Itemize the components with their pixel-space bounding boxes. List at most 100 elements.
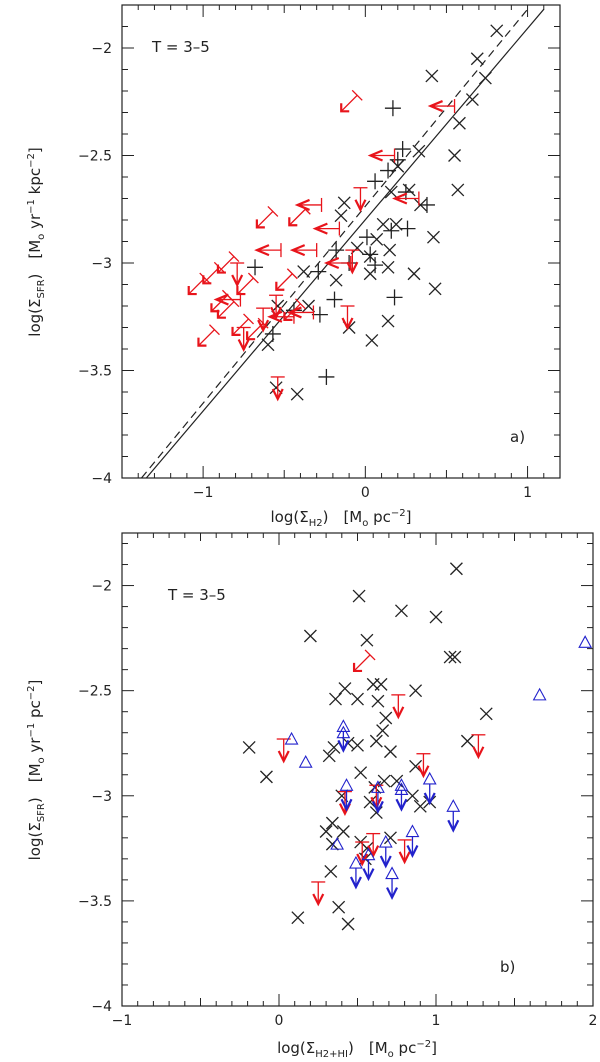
data-point-arrow-down bbox=[355, 841, 370, 867]
y-tick-label: −3.5 bbox=[78, 364, 112, 380]
data-point-x bbox=[365, 333, 379, 347]
panel-label: a) bbox=[510, 428, 525, 446]
data-point-arrow-down bbox=[471, 734, 486, 760]
data-point-x bbox=[269, 381, 283, 395]
data-point-x bbox=[381, 260, 395, 274]
data-point-x bbox=[325, 816, 339, 830]
data-point-arrow-left bbox=[289, 243, 318, 258]
data-point-x bbox=[370, 232, 384, 246]
data-point-x bbox=[425, 69, 439, 83]
type-annotation: T = 3–5 bbox=[167, 586, 226, 604]
data-point-x bbox=[303, 629, 317, 643]
series-upper-limits-both bbox=[187, 89, 363, 347]
data-point-arrow-down bbox=[353, 187, 368, 213]
data-point-x bbox=[363, 267, 377, 281]
data-point-x bbox=[449, 562, 463, 576]
data-point-+ bbox=[418, 196, 435, 213]
data-point-arrow-diag bbox=[352, 649, 376, 673]
series-upper-limits-h2 bbox=[213, 99, 456, 324]
data-point-x bbox=[460, 734, 474, 748]
data-point-x bbox=[351, 738, 364, 752]
data-point-arrow-diag bbox=[246, 317, 269, 341]
panel-b: −1 0 1 2 −2 −2.5 −3 −3.5 −4 log(ΣH2+HI) [Mo pc−2]… bbox=[26, 532, 598, 1060]
fit-dashed-line bbox=[141, 8, 529, 478]
y-axis-title: log(ΣSFR) [Mo yr−1 kpc−2] bbox=[26, 147, 47, 336]
series-plus-points bbox=[247, 100, 435, 385]
x-tick-label: 0 bbox=[361, 485, 370, 501]
series-upper-limits-sfr bbox=[230, 187, 368, 402]
data-point-x bbox=[384, 745, 397, 759]
data-point-x bbox=[319, 825, 333, 838]
data-point-triangle bbox=[336, 725, 351, 739]
data-point-+ bbox=[397, 184, 414, 201]
data-point-+ bbox=[367, 257, 384, 274]
series-upper-limits-red bbox=[276, 694, 486, 907]
data-point-+ bbox=[358, 229, 375, 246]
x-tick-label: 2 bbox=[589, 1013, 598, 1029]
data-point-x bbox=[376, 724, 390, 738]
data-point-x bbox=[427, 230, 440, 244]
y-tick-label: −4 bbox=[91, 471, 112, 487]
data-point-arrow-diag bbox=[275, 268, 298, 291]
data-point-arrow-diag bbox=[288, 203, 311, 227]
data-point-x bbox=[395, 604, 408, 618]
data-point-+ bbox=[311, 306, 328, 323]
data-point-x bbox=[259, 770, 273, 784]
y-axis-title: log(ΣSFR) [Mo yr−1 pc−2] bbox=[26, 680, 47, 861]
data-point-x bbox=[479, 707, 493, 721]
data-point-+ bbox=[326, 291, 343, 308]
data-point-x bbox=[490, 24, 504, 38]
data-point-tri-arrow bbox=[370, 780, 385, 814]
data-point-x bbox=[443, 650, 457, 664]
data-point-x bbox=[428, 282, 442, 296]
data-point-x bbox=[338, 682, 352, 696]
data-point-tri-arrow bbox=[405, 824, 420, 858]
data-point-+ bbox=[318, 368, 335, 385]
data-point-arrow-down bbox=[311, 881, 326, 907]
data-point-+ bbox=[247, 259, 264, 276]
series-lower-limits-red bbox=[352, 649, 376, 673]
plot-frame bbox=[121, 4, 561, 479]
data-point-x bbox=[383, 243, 397, 257]
data-point-+ bbox=[367, 173, 384, 190]
y-tick-label: −3 bbox=[91, 256, 112, 272]
x-tick-label: 1 bbox=[432, 1013, 441, 1029]
data-point-x bbox=[381, 314, 395, 328]
x-tick-label: −1 bbox=[193, 485, 214, 501]
data-point-arrow-left bbox=[427, 99, 456, 114]
data-point-tri-arrow bbox=[378, 834, 393, 869]
data-point-arrow-down bbox=[391, 694, 406, 720]
data-point-x bbox=[334, 209, 348, 223]
data-point-x bbox=[407, 267, 421, 281]
data-point-x bbox=[451, 183, 465, 197]
data-point-x bbox=[384, 185, 398, 199]
plot-area bbox=[242, 562, 593, 931]
x-axis-title: log(ΣH2) [Mo pc−2] bbox=[270, 508, 411, 529]
data-point-triangle bbox=[394, 782, 409, 796]
type-annotation: T = 3–5 bbox=[151, 38, 210, 56]
panel-label: b) bbox=[500, 958, 515, 976]
y-tick-label: −4 bbox=[91, 999, 112, 1015]
data-point-x bbox=[350, 241, 364, 255]
tick-marks bbox=[121, 4, 561, 479]
data-point-arrow-down bbox=[340, 305, 355, 331]
x-tick-label: 0 bbox=[275, 1013, 284, 1029]
data-point-arrow-diag bbox=[236, 272, 259, 296]
data-point-arrow-left bbox=[294, 197, 323, 212]
data-point-x bbox=[352, 589, 366, 603]
data-point-x bbox=[290, 387, 304, 401]
y-tick-label: −2.5 bbox=[78, 684, 112, 700]
data-point-x bbox=[329, 692, 342, 706]
x-axis-title: log(ΣH2+HI) [Mo pc−2] bbox=[277, 1039, 437, 1060]
data-point-x bbox=[465, 93, 479, 107]
data-point-arrow-left bbox=[312, 221, 341, 236]
fit-solid-line bbox=[145, 8, 545, 478]
data-point-x bbox=[354, 766, 368, 780]
data-point-tri-arrow bbox=[349, 855, 363, 890]
data-point-x bbox=[351, 692, 364, 706]
data-point-x bbox=[337, 196, 351, 210]
data-point-+ bbox=[389, 151, 406, 168]
data-point-triangle bbox=[578, 635, 593, 648]
data-point-x bbox=[478, 71, 492, 85]
data-point-arrow-left bbox=[323, 256, 352, 270]
